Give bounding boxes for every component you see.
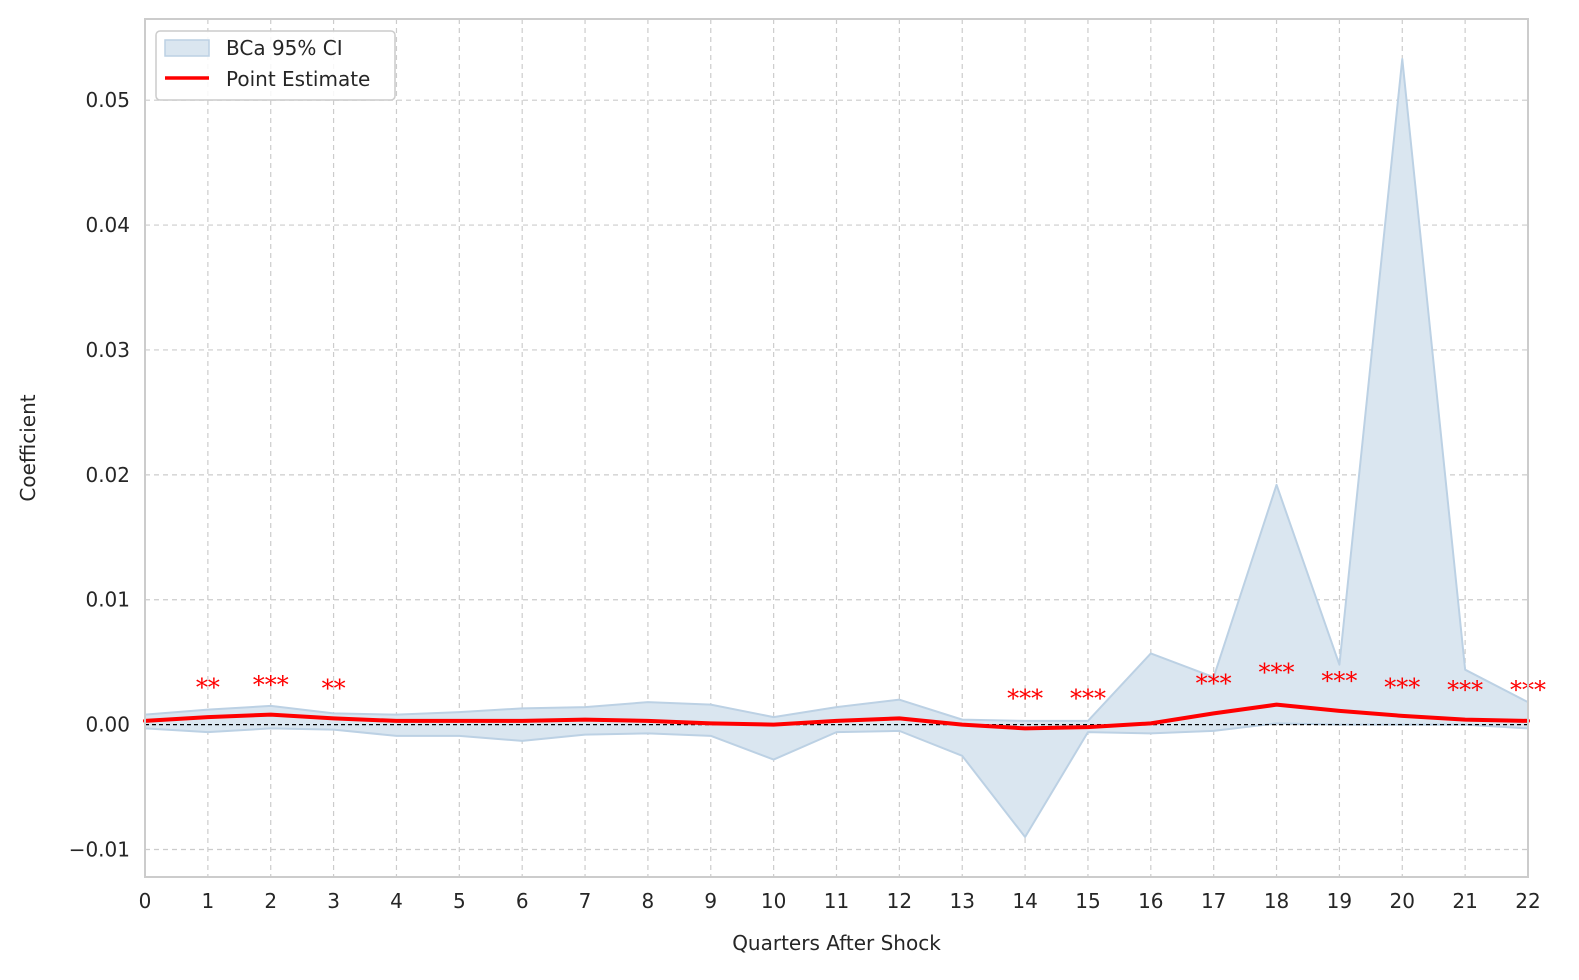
y-tick-label: 0.04 <box>85 213 130 237</box>
y-tick-label: 0.02 <box>85 463 130 487</box>
significance-marker: *** <box>1259 658 1295 686</box>
point-estimate-layer <box>143 702 1530 731</box>
x-tick-label: 5 <box>453 889 466 913</box>
significance-annotations: ** *** ** *** ****** *** *** *** *** *** <box>196 658 1546 712</box>
x-tick-label: 15 <box>1075 889 1100 913</box>
x-tick-label: 2 <box>264 889 277 913</box>
legend: BCa 95% CI Point Estimate <box>155 30 396 101</box>
x-tick-label: 0 <box>139 889 152 913</box>
x-tick-label: 14 <box>1012 889 1037 913</box>
x-tick-label: 11 <box>824 889 849 913</box>
legend-box <box>155 30 396 101</box>
x-tick-label: 16 <box>1138 889 1163 913</box>
y-tick-label: 0.05 <box>85 88 130 112</box>
point-estimate-line <box>143 702 1530 731</box>
x-tick-label: 20 <box>1390 889 1415 913</box>
x-tick-label: 7 <box>579 889 592 913</box>
legend-label-ci-band: BCa 95% CI <box>226 36 343 60</box>
x-tick-label: 1 <box>201 889 214 913</box>
x-tick-label: 21 <box>1452 889 1477 913</box>
plot-frame <box>144 18 1529 878</box>
significance-marker: *** <box>253 671 289 699</box>
x-tick-label: 22 <box>1515 889 1540 913</box>
x-tick-label: 10 <box>761 889 786 913</box>
y-axis-ticks: −0.01 0.00 0.01 0.02 0.03 0.04 0.05 <box>69 88 130 861</box>
y-tick-label: 0.01 <box>85 588 130 612</box>
significance-marker: *** <box>1447 676 1483 704</box>
x-tick-label: 18 <box>1264 889 1289 913</box>
x-tick-label: 4 <box>390 889 403 913</box>
x-tick-label: 8 <box>642 889 655 913</box>
x-axis-title: Quarters After Shock <box>732 931 941 955</box>
legend-swatch-ci-band <box>164 39 210 57</box>
significance-marker: *** <box>1384 673 1420 701</box>
x-tick-label: 17 <box>1201 889 1226 913</box>
y-tick-label: 0.00 <box>85 713 130 737</box>
significance-marker: *** <box>1321 667 1357 695</box>
significance-marker: *** <box>1007 685 1043 713</box>
significance-marker: ** <box>322 675 346 703</box>
significance-marker: *** <box>1196 670 1232 698</box>
significance-marker: *** <box>1070 685 1106 713</box>
x-tick-label: 6 <box>516 889 529 913</box>
legend-label-point-estimate: Point Estimate <box>226 67 370 91</box>
x-axis-ticks: 0 1 2 3 4 5 6 7 8 9 10 11 12 13 14 15 16 17 18 19 20 21 22 <box>139 889 1541 913</box>
significance-marker: ** <box>196 673 220 701</box>
x-tick-label: 12 <box>887 889 912 913</box>
x-tick-label: 13 <box>950 889 975 913</box>
y-axis-title: Coefficient <box>16 394 40 501</box>
x-tick-label: 19 <box>1327 889 1352 913</box>
x-tick-label: 3 <box>327 889 340 913</box>
y-tick-label: −0.01 <box>69 838 130 862</box>
y-tick-label: 0.03 <box>85 338 130 362</box>
x-tick-label: 9 <box>704 889 717 913</box>
